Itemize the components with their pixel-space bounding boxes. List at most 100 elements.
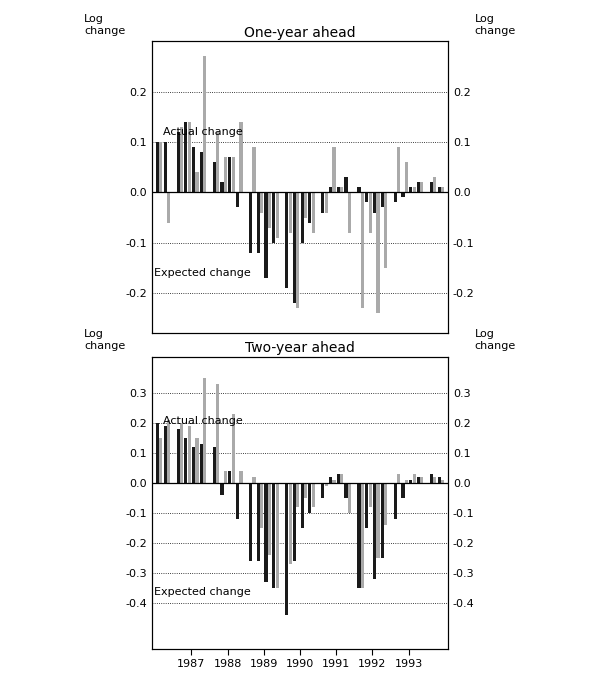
Bar [376, 192, 380, 313]
Bar [312, 192, 315, 233]
Bar [308, 192, 311, 222]
Bar [348, 192, 351, 233]
Bar [188, 122, 191, 192]
Text: Actual change: Actual change [163, 416, 242, 426]
Text: Log
change: Log change [84, 14, 125, 36]
Bar [394, 192, 397, 202]
Bar [304, 483, 307, 498]
Bar [308, 483, 311, 513]
Bar [397, 147, 400, 192]
Bar [380, 192, 384, 207]
Bar [329, 477, 332, 483]
Bar [160, 142, 163, 192]
Bar [325, 483, 328, 486]
Bar [167, 420, 170, 483]
Bar [184, 122, 187, 192]
Bar [413, 187, 416, 192]
Bar [239, 471, 242, 483]
Text: Actual change: Actual change [163, 127, 242, 137]
Bar [321, 483, 325, 498]
Bar [260, 192, 263, 213]
Bar [365, 483, 368, 528]
Bar [344, 177, 347, 192]
Bar [156, 423, 159, 483]
Bar [289, 192, 292, 233]
Bar [180, 127, 183, 192]
Bar [340, 187, 343, 192]
Bar [285, 192, 288, 288]
Bar [361, 483, 364, 588]
Bar [176, 132, 179, 192]
Bar [203, 57, 206, 192]
Bar [421, 477, 424, 483]
Bar [368, 483, 372, 507]
Bar [272, 192, 275, 243]
Bar [437, 187, 440, 192]
Bar [397, 474, 400, 483]
Bar [164, 426, 167, 483]
Bar [421, 183, 424, 192]
Bar [365, 192, 368, 202]
Bar [401, 192, 404, 198]
Bar [437, 477, 440, 483]
Bar [441, 480, 444, 483]
Bar [332, 480, 335, 483]
Bar [164, 142, 167, 192]
Bar [376, 483, 380, 558]
Bar [312, 483, 315, 507]
Bar [384, 192, 387, 268]
Bar [236, 192, 239, 207]
Bar [373, 192, 376, 213]
Bar [253, 147, 256, 192]
Bar [200, 444, 203, 483]
Bar [192, 447, 195, 483]
Bar [340, 474, 343, 483]
Bar [249, 483, 252, 562]
Bar [257, 192, 260, 253]
Bar [409, 187, 412, 192]
Bar [216, 132, 220, 192]
Bar [224, 471, 227, 483]
Bar [405, 480, 408, 483]
Bar [296, 192, 299, 308]
Bar [268, 483, 271, 555]
Bar [156, 142, 159, 192]
Bar [380, 483, 384, 558]
Bar [160, 438, 163, 483]
Bar [257, 483, 260, 562]
Bar [321, 192, 325, 213]
Bar [196, 172, 199, 192]
Bar [232, 157, 235, 192]
Text: Expected change: Expected change [154, 268, 251, 278]
Bar [213, 447, 216, 483]
Bar [413, 474, 416, 483]
Bar [265, 192, 268, 278]
Bar [348, 483, 351, 513]
Bar [224, 157, 227, 192]
Bar [301, 483, 304, 528]
Bar [417, 477, 420, 483]
Bar [368, 192, 372, 233]
Bar [192, 147, 195, 192]
Bar [232, 414, 235, 483]
Bar [253, 477, 256, 483]
Bar [228, 157, 232, 192]
Bar [433, 477, 436, 483]
Bar [285, 483, 288, 616]
Bar [373, 483, 376, 579]
Bar [176, 429, 179, 483]
Bar [304, 192, 307, 218]
Bar [358, 483, 361, 588]
Text: Expected change: Expected change [154, 588, 251, 597]
Bar [401, 483, 404, 498]
Bar [441, 187, 444, 192]
Bar [268, 192, 271, 228]
Bar [430, 183, 433, 192]
Bar [337, 474, 340, 483]
Title: Two-year ahead: Two-year ahead [245, 341, 355, 356]
Title: One-year ahead: One-year ahead [244, 26, 356, 40]
Text: Log
change: Log change [84, 329, 125, 351]
Bar [296, 483, 299, 507]
Bar [332, 147, 335, 192]
Bar [216, 384, 220, 483]
